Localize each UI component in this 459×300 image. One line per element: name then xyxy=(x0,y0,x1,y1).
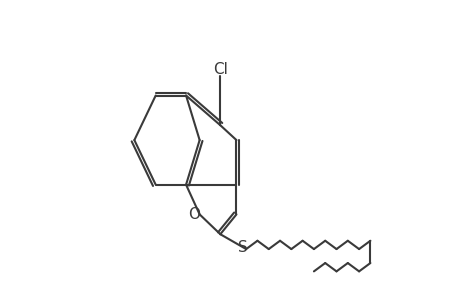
Text: O: O xyxy=(187,207,199,222)
Text: S: S xyxy=(238,240,247,255)
Text: Cl: Cl xyxy=(213,62,227,77)
